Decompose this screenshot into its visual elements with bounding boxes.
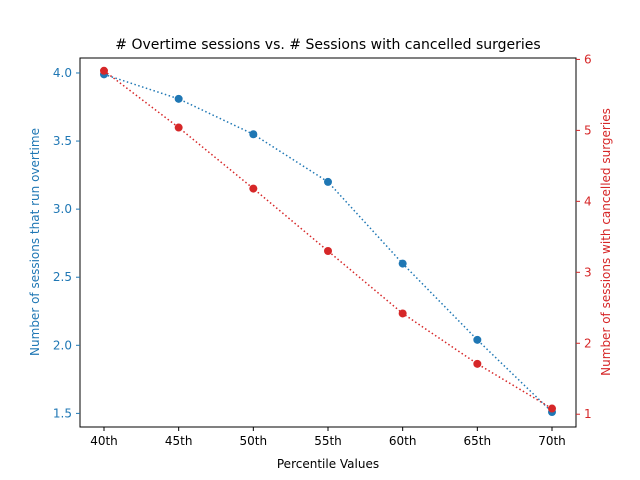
left-y-tick-label: 3.0 (53, 202, 72, 216)
cancelled-data-point (398, 309, 407, 318)
right-y-tick-label: 6 (584, 52, 592, 66)
right-y-tick-label: 4 (584, 194, 592, 208)
cancelled-data-point (548, 404, 556, 413)
right-y-tick-label: 3 (584, 265, 592, 279)
left-y-tick-label: 4.0 (53, 66, 72, 80)
left-y-tick-label: 3.5 (53, 134, 72, 148)
overtime-data-point (249, 130, 258, 139)
cancelled-data-point (249, 184, 258, 193)
cancelled-data-point (473, 359, 482, 368)
overtime-data-point (324, 177, 332, 186)
overtime-data-point (398, 259, 407, 268)
overtime-data-point (174, 94, 183, 103)
left-y-tick-label: 2.5 (53, 270, 72, 284)
x-tick-label: 45th (165, 434, 193, 448)
cancelled-data-point (100, 66, 108, 75)
x-axis-label: Percentile Values (277, 457, 379, 471)
right-y-tick-label: 5 (584, 123, 592, 137)
cancelled-data-point (174, 123, 183, 132)
right-y-tick-label: 1 (584, 407, 592, 421)
plot-area: 40th 45th 50th 55th 60th 65th 70th 1.5 2.0 2.5 3.0… (53, 52, 592, 448)
x-tick-label: 70th (538, 434, 566, 448)
left-y-axis-label: Number of sessions that run overtime (28, 128, 42, 356)
x-tick-label: 50th (240, 434, 268, 448)
chart-title: # Overtime sessions vs. # Sessions with … (115, 37, 540, 53)
x-tick-label: 55th (314, 434, 342, 448)
x-tick-label: 40th (90, 434, 118, 448)
right-y-tick-label: 2 (584, 336, 592, 350)
left-y-tick-label: 2.0 (53, 338, 72, 352)
right-y-axis-label: Number of sessions with cancelled surger… (599, 108, 613, 376)
x-tick-label: 60th (389, 434, 417, 448)
cancelled-data-point (324, 247, 332, 256)
x-tick-label: 65th (464, 434, 492, 448)
overtime-data-point (473, 335, 482, 344)
left-y-tick-label: 1.5 (53, 406, 72, 420)
